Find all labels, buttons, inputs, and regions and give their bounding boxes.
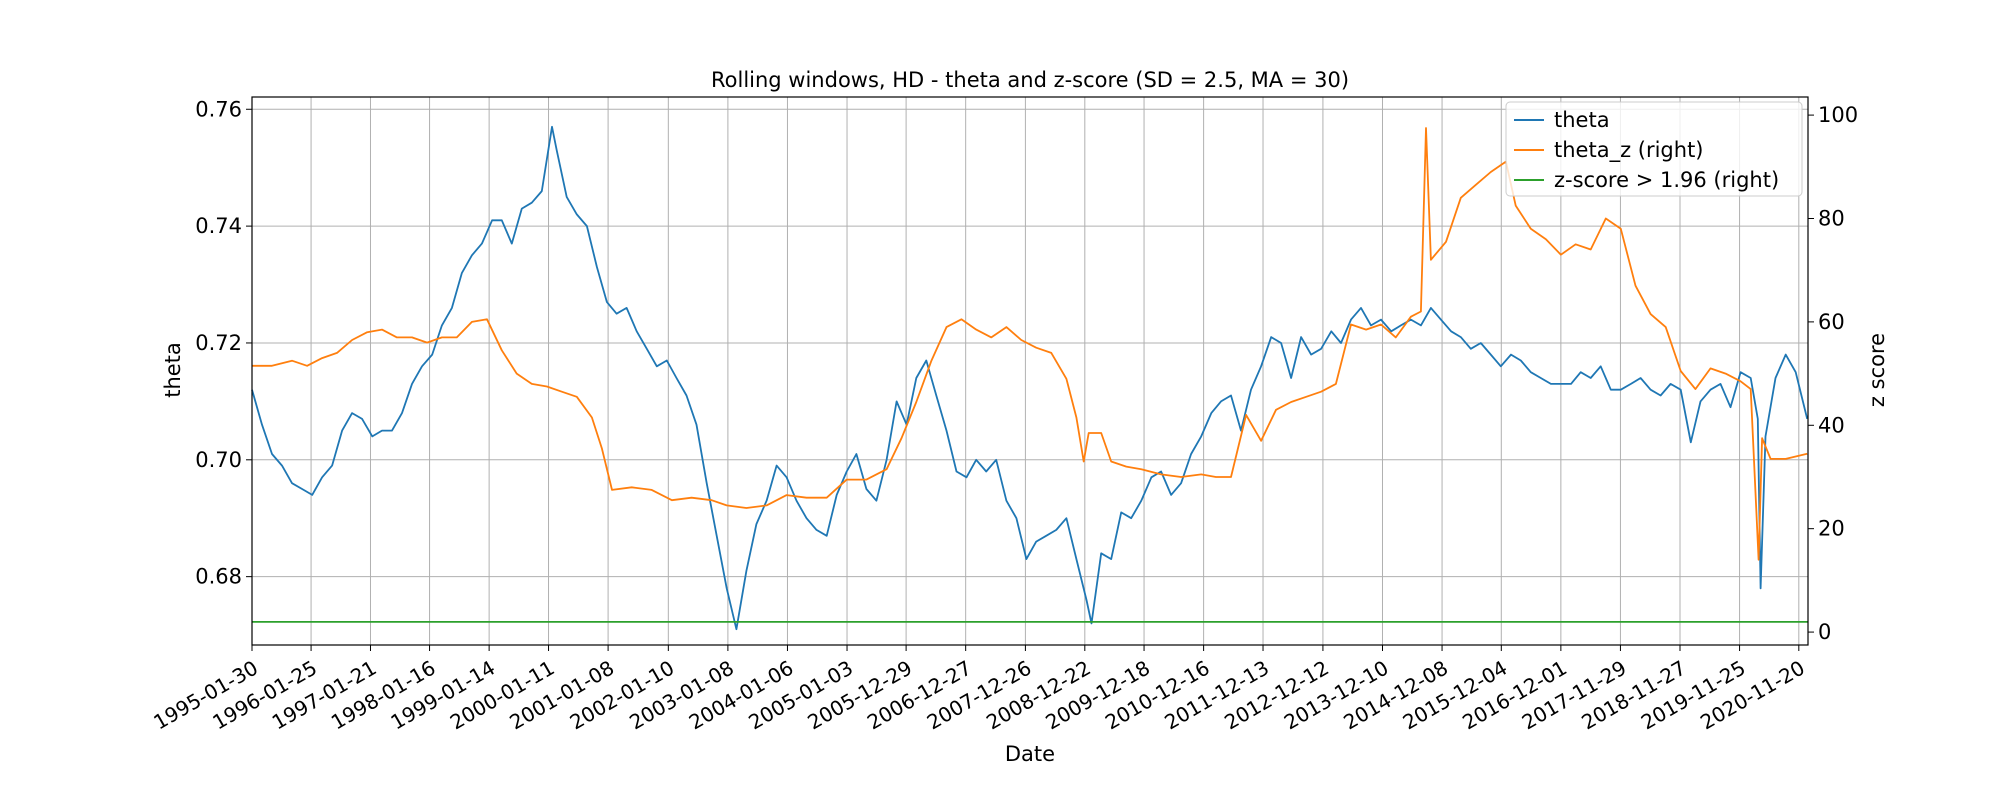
y-tick-label: 0.76 <box>195 97 242 121</box>
y-axis-label: theta <box>161 342 185 398</box>
y-tick-label: 0.74 <box>195 214 242 238</box>
series-line-0 <box>251 125 1809 631</box>
legend-label-2: z-score > 1.96 (right) <box>1554 168 1779 192</box>
y-tick-label: 0.68 <box>195 565 242 589</box>
legend-label-1: theta_z (right) <box>1554 138 1704 163</box>
y2-tick-label: 40 <box>1818 413 1845 437</box>
chart-title: Rolling windows, HD - theta and z-score … <box>711 68 1349 92</box>
y2-tick-label: 100 <box>1818 103 1858 127</box>
x-axis-label: Date <box>1005 742 1055 766</box>
y2-tick-label: 60 <box>1818 310 1845 334</box>
y2-axis-label: z score <box>1865 333 1889 407</box>
legend-label-0: theta <box>1554 108 1610 132</box>
series-layer <box>251 125 1809 631</box>
y2-tick-label: 20 <box>1818 517 1845 541</box>
y2-tick-label: 0 <box>1818 620 1831 644</box>
y-tick-label: 0.70 <box>195 448 242 472</box>
legend-box <box>1505 101 1803 197</box>
plot-frame <box>251 96 1809 646</box>
y-tick-label: 0.72 <box>195 331 242 355</box>
tick-layer: 1995-01-301996-01-251997-01-211998-01-16… <box>149 97 1858 734</box>
y2-tick-label: 80 <box>1818 206 1845 230</box>
series-line-1 <box>252 127 1808 561</box>
legend: theta theta_z (right) z-score > 1.96 (righ… <box>1505 101 1803 197</box>
